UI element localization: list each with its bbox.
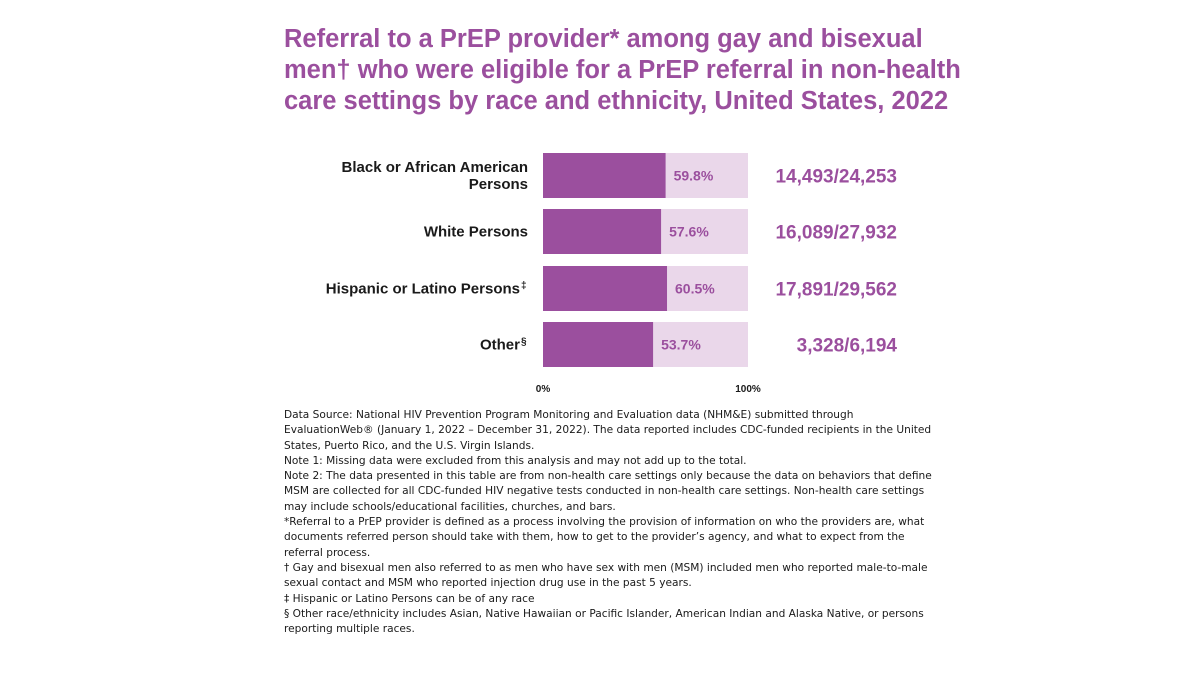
category-label: White Persons: [424, 224, 528, 241]
category-footnote-mark: §: [521, 337, 527, 348]
category-label: Hispanic or Latino Persons: [326, 281, 520, 298]
note-other-race: § Other race/ethnicity includes Asian, N…: [284, 607, 924, 636]
category-label: Black or African American Persons: [342, 159, 528, 193]
x-tick-label: 0%: [536, 384, 551, 395]
note-msm-definition: † Gay and bisexual men also referred to …: [284, 561, 928, 590]
note-referral-definition: *Referral to a PrEP provider is defined …: [284, 516, 925, 559]
bar-chart: 59.8% 14,493/24,253 Black or African Ameri…: [326, 153, 898, 395]
bar: [543, 322, 654, 367]
note-data-source: Data Source: National HIV Prevention Pro…: [284, 409, 932, 452]
note-1: Note 1: Missing data were excluded from …: [284, 454, 747, 467]
footnotes: Data Source: National HIV Prevention Pro…: [284, 408, 934, 637]
count-label: 14,493/24,253: [775, 167, 897, 188]
category-label: Other: [480, 337, 520, 354]
bar-value-label: 57.6%: [669, 224, 709, 240]
count-label: 3,328/6,194: [797, 336, 898, 357]
bar-value-label: 53.7%: [661, 337, 701, 353]
bar-value-label: 59.8%: [674, 168, 714, 184]
count-label: 17,891/29,562: [775, 280, 897, 301]
note-2: Note 2: The data presented in this table…: [284, 470, 932, 513]
category-footnote-mark: ‡: [521, 281, 527, 292]
bar-value-label: 60.5%: [675, 281, 715, 297]
x-tick-label: 100%: [735, 384, 761, 395]
bar: [543, 209, 662, 254]
bar: [543, 266, 668, 311]
count-label: 16,089/27,932: [775, 223, 897, 244]
bar: [543, 153, 666, 198]
note-hispanic: ‡ Hispanic or Latino Persons can be of a…: [284, 592, 535, 605]
chart-title: Referral to a PrEP provider* among gay a…: [284, 25, 961, 115]
